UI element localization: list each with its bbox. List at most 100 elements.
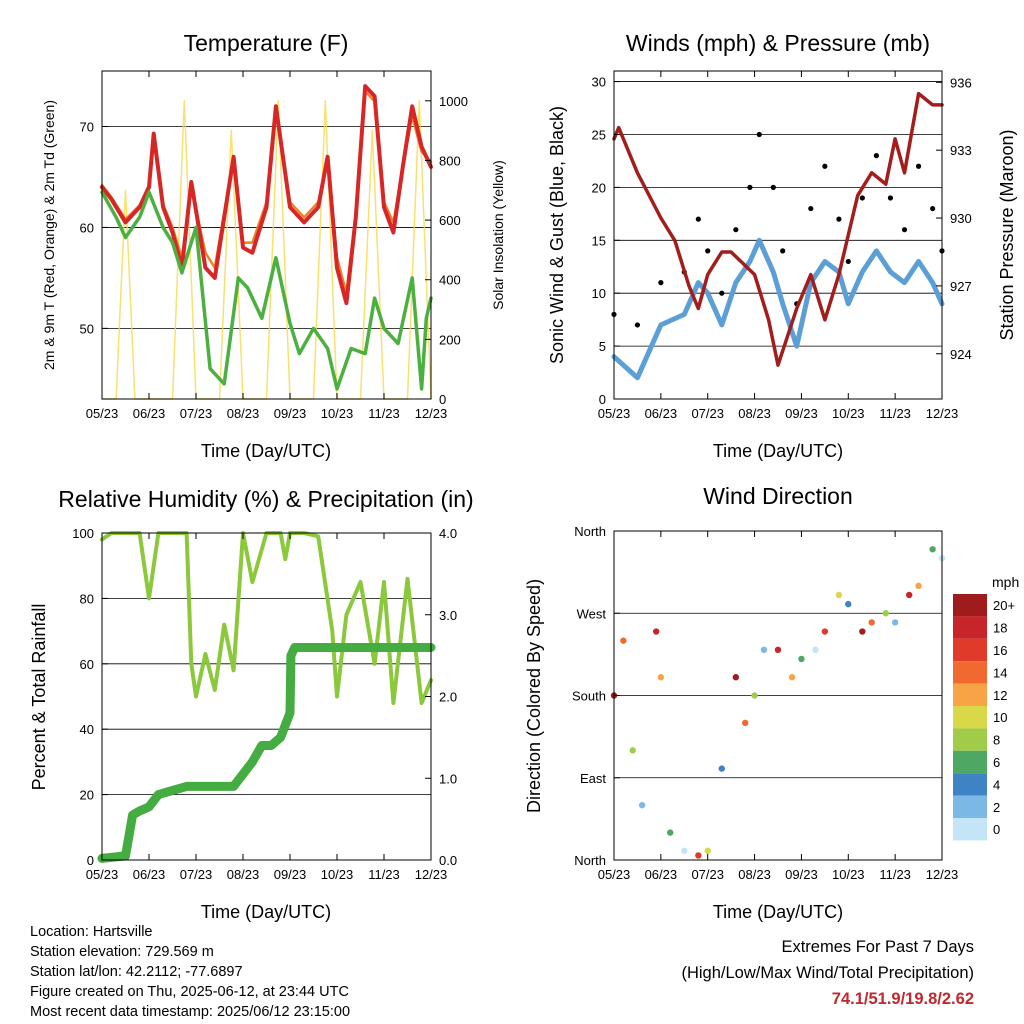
temperature-panel: Temperature (F) 50 60 70 0 200 400 600 800 1000… — [41, 30, 506, 461]
temperature-left-axis: 50 60 70 — [80, 120, 108, 336]
relative-humidity-line — [100, 531, 433, 705]
winds-left-tick-label: 15 — [592, 233, 606, 248]
temperature-right-tick-label: 600 — [439, 213, 461, 228]
humidity-x-axis: 05/23 06/23 07/23 08/23 09/23 10/23 11/23 12/23 — [86, 533, 447, 882]
temperature-2m-line — [100, 84, 433, 306]
direction-title: Wind Direction — [703, 483, 853, 509]
temperature-xlabel: Time (Day/UTC) — [201, 441, 331, 461]
sonic-wind-point — [846, 301, 851, 306]
legend-swatch — [953, 773, 987, 796]
temperature-title: Temperature (F) — [184, 30, 349, 56]
sonic-wind-point — [930, 280, 935, 285]
temperature-ylabel-right: Solar Insolation (Yellow) — [490, 160, 506, 310]
temperature-x-tick-label: 08/23 — [227, 406, 260, 421]
humidity-left-tick-label: 60 — [80, 657, 94, 672]
winds-x-tick-label: 05/23 — [598, 406, 631, 421]
sonic-wind-point — [822, 259, 827, 264]
direction-point — [845, 600, 852, 608]
gust-point — [845, 258, 851, 265]
direction-point — [667, 829, 674, 836]
gust-point — [901, 227, 908, 233]
direction-point — [732, 674, 740, 681]
gust-point — [695, 216, 701, 222]
winds-x-axis: 05/23 06/23 07/23 08/23 09/23 10/23 11/23 12/23 — [598, 71, 958, 421]
gust-point — [822, 163, 828, 169]
legend-title: mph — [992, 574, 1019, 590]
humidity-title: Relative Humidity (%) & Precipitation (i… — [58, 486, 473, 512]
legend-label: 10 — [993, 710, 1007, 725]
temperature-right-axis: 0 200 400 600 800 1000 — [425, 94, 468, 407]
humidity-left-tick-label: 40 — [80, 722, 94, 737]
recent-timestamp-text: Most recent data timestamp: 2025/06/12 2… — [30, 1004, 351, 1020]
direction-left-tick-label: North — [574, 524, 606, 539]
legend-label: 18 — [993, 621, 1007, 636]
direction-x-tick-label: 06/23 — [645, 867, 678, 882]
temperature-plot-frame — [101, 70, 432, 400]
winds-x-tick-label: 09/23 — [785, 406, 818, 421]
gust-point — [887, 195, 894, 201]
sonic-wind-point — [757, 238, 762, 243]
temperature-x-tick-label: 10/23 — [321, 406, 354, 421]
gust-point — [733, 227, 739, 233]
winds-ylabel-right: Station Pressure (Maroon) — [997, 129, 1017, 340]
direction-xlabel: Time (Day/UTC) — [713, 902, 843, 922]
direction-left-tick-label: West — [577, 606, 607, 621]
humidity-left-axis: 0 20 40 60 80 100 — [72, 526, 108, 868]
legend-swatch — [953, 818, 987, 841]
direction-point — [906, 591, 913, 599]
winds-xlabel: Time (Day/UTC) — [713, 441, 843, 461]
legend-label: 6 — [993, 755, 1000, 770]
temperature-right-tick-label: 0 — [439, 392, 446, 407]
humidity-x-tick-label: 07/23 — [180, 867, 213, 882]
winds-right-tick-label: 936 — [950, 75, 972, 90]
humidity-left-tick-label: 0 — [87, 853, 94, 868]
gust-point — [719, 290, 725, 296]
humidity-x-tick-label: 08/23 — [227, 867, 260, 882]
legend-label: 4 — [993, 777, 1000, 792]
sonic-wind-point — [696, 280, 701, 285]
direction-x-tick-label: 08/23 — [738, 867, 771, 882]
winds-x-tick-label: 08/23 — [738, 406, 771, 421]
humidity-right-tick-label: 1.0 — [439, 771, 457, 786]
direction-left-tick-label: North — [574, 853, 606, 868]
legend-swatch — [953, 728, 987, 751]
winds-left-tick-label: 10 — [592, 286, 606, 301]
direction-x-tick-label: 07/23 — [691, 867, 724, 882]
direction-left-axis: North East South West North — [572, 524, 620, 868]
humidity-right-axis: 0.0 1.0 2.0 3.0 4.0 — [425, 526, 457, 868]
gust-point — [930, 205, 936, 212]
sonic-wind-point — [771, 270, 776, 275]
winds-left-tick-label: 5 — [599, 339, 606, 354]
direction-point — [620, 637, 627, 644]
sonic-wind-point — [682, 312, 687, 317]
winds-left-tick-label: 25 — [592, 127, 606, 142]
legend-label: 2 — [993, 800, 1000, 815]
winds-title: Winds (mph) & Pressure (mb) — [626, 30, 930, 56]
winds-right-tick-label: 930 — [950, 211, 972, 226]
direction-point — [638, 801, 646, 809]
total-precipitation-line — [97, 643, 436, 863]
temperature-right-tick-label: 1000 — [439, 94, 468, 109]
sonic-wind-point — [719, 322, 724, 327]
gust-point — [915, 163, 922, 169]
sonic-wind-point — [902, 280, 907, 285]
direction-point — [812, 646, 819, 654]
direction-point — [681, 847, 688, 855]
direction-point — [742, 719, 749, 727]
temperature-left-tick-label: 60 — [80, 220, 94, 235]
direction-series — [610, 546, 946, 859]
legend-label: 16 — [993, 643, 1007, 658]
legend-swatch — [953, 616, 987, 639]
sonic-wind-point — [658, 322, 663, 327]
winds-ylabel-left: Sonic Wind & Gust (Blue, Black) — [547, 106, 567, 364]
extremes-subtitle: (High/Low/Max Wind/Total Precipitation) — [681, 964, 974, 982]
winds-gridlines — [614, 81, 942, 400]
direction-point — [835, 591, 843, 599]
legend-label: 20+ — [993, 598, 1015, 613]
legend-swatch — [953, 706, 987, 729]
humidity-x-tick-label: 11/23 — [368, 867, 400, 882]
sonic-wind-point — [874, 248, 879, 253]
legend-swatch — [953, 638, 987, 662]
gust-point — [836, 216, 842, 222]
